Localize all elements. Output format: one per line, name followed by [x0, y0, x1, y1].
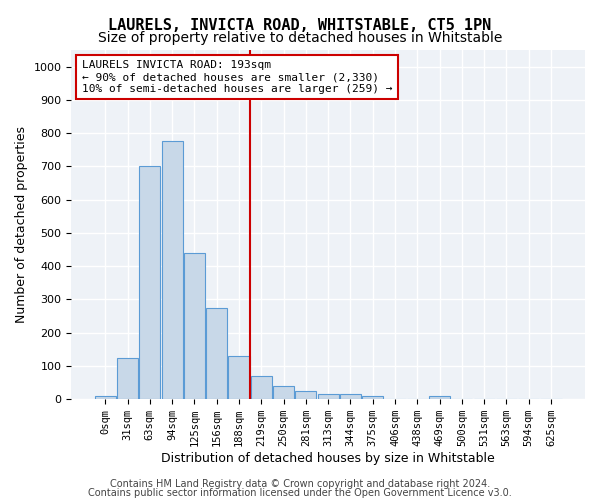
X-axis label: Distribution of detached houses by size in Whitstable: Distribution of detached houses by size … [161, 452, 495, 465]
Text: LAURELS, INVICTA ROAD, WHITSTABLE, CT5 1PN: LAURELS, INVICTA ROAD, WHITSTABLE, CT5 1… [109, 18, 491, 32]
Text: LAURELS INVICTA ROAD: 193sqm
← 90% of detached houses are smaller (2,330)
10% of: LAURELS INVICTA ROAD: 193sqm ← 90% of de… [82, 60, 392, 94]
Text: Size of property relative to detached houses in Whitstable: Size of property relative to detached ho… [98, 31, 502, 45]
Bar [117, 358, 138, 399]
Bar [229, 356, 250, 399]
Bar [184, 253, 205, 399]
Text: Contains public sector information licensed under the Open Government Licence v3: Contains public sector information licen… [88, 488, 512, 498]
Bar [95, 396, 116, 399]
Text: Contains HM Land Registry data © Crown copyright and database right 2024.: Contains HM Land Registry data © Crown c… [110, 479, 490, 489]
Bar [429, 396, 450, 399]
Bar [295, 391, 316, 399]
Bar [362, 396, 383, 399]
Bar [139, 166, 160, 399]
Bar [251, 376, 272, 399]
Bar [161, 142, 182, 399]
Y-axis label: Number of detached properties: Number of detached properties [15, 126, 28, 323]
Bar [340, 394, 361, 399]
Bar [317, 394, 339, 399]
Bar [273, 386, 294, 399]
Bar [206, 308, 227, 399]
